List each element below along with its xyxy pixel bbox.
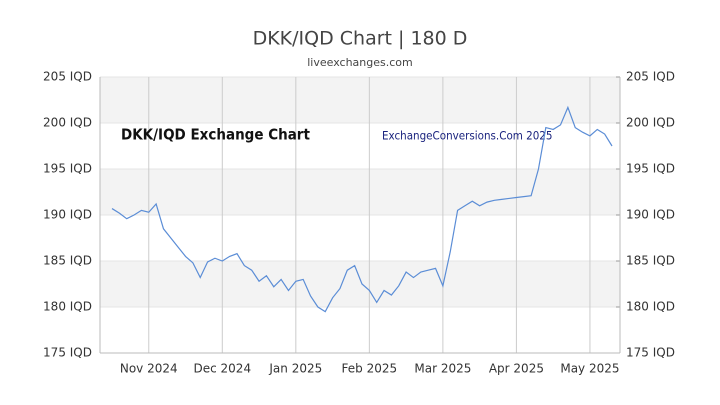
y2-tick-label: 175 IQD <box>626 346 675 360</box>
y2-tick-label: 190 IQD <box>626 208 675 222</box>
grid-band <box>100 261 620 307</box>
y2-tick-label: 180 IQD <box>626 300 675 314</box>
chart-title: DKK/IQD Chart | 180 D <box>253 28 468 50</box>
x-tick-label: Feb 2025 <box>342 362 398 376</box>
y-tick-label: 205 IQD <box>43 70 92 84</box>
y-tick-label: 175 IQD <box>43 346 92 360</box>
price-line <box>111 105 613 313</box>
annotation: ExchangeConversions.Com 2025 <box>382 129 552 143</box>
x-tick-label: May 2025 <box>560 362 619 376</box>
grid-band <box>100 77 620 123</box>
chart-subtitle: liveexchanges.com <box>307 56 412 69</box>
annotation: DKK/IQD Exchange Chart <box>121 126 310 144</box>
x-tick-label: Mar 2025 <box>414 362 471 376</box>
x-tick-label: Nov 2024 <box>120 362 178 376</box>
x-tick-label: Dec 2024 <box>194 362 252 376</box>
y2-tick-label: 200 IQD <box>626 116 675 130</box>
y-tick-label: 185 IQD <box>43 254 92 268</box>
y-tick-label: 200 IQD <box>43 116 92 130</box>
y-tick-label: 180 IQD <box>43 300 92 314</box>
y-tick-label: 195 IQD <box>43 162 92 176</box>
y2-tick-label: 195 IQD <box>626 162 675 176</box>
grid-band <box>100 169 620 215</box>
x-tick-label: Apr 2025 <box>489 362 544 376</box>
x-tick-label: Jan 2025 <box>268 362 322 376</box>
y2-tick-label: 185 IQD <box>626 254 675 268</box>
y2-tick-label: 205 IQD <box>626 70 675 84</box>
y-tick-label: 190 IQD <box>43 208 92 222</box>
